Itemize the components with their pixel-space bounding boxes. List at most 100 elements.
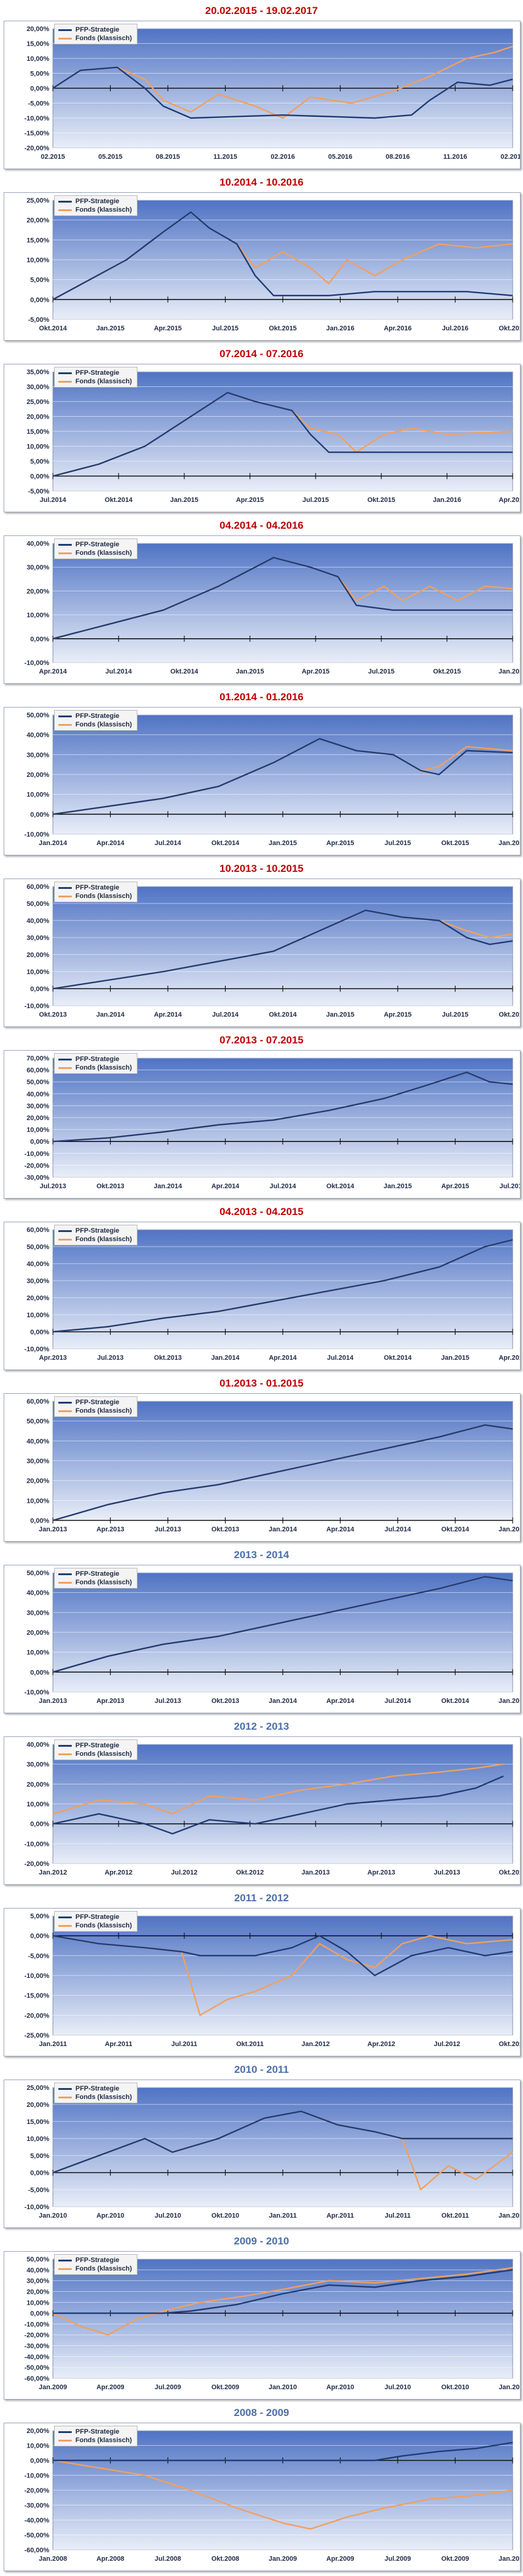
x-tick-label: 05.2015 <box>99 153 123 161</box>
x-tick-label: Jan.2014 <box>154 1183 182 1190</box>
y-tick-label: 10,00% <box>27 1127 50 1134</box>
series-line-fonds-klassisch <box>52 1763 504 1815</box>
y-tick-label: -10,00% <box>24 660 49 667</box>
x-tick-label: Jan.2014 <box>96 1011 125 1018</box>
chart-legend: PFP-Strategie Fonds (klassisch) <box>54 24 137 44</box>
x-tick-label: Jan.2014 <box>269 1526 297 1533</box>
legend-label: PFP-Strategie <box>75 1742 120 1749</box>
chart-panel: 10.2013 - 10.2015 60,00% 50,00% 40,00% 30,00… <box>0 860 523 1032</box>
x-tick-label: Okt.2013 <box>154 1354 182 1362</box>
y-tick-label: 10,00% <box>27 1312 50 1319</box>
legend-item: PFP-Strategie <box>58 540 132 549</box>
x-tick-label: Apr.2015 <box>499 1354 520 1362</box>
y-tick-label: 10,00% <box>27 2136 50 2143</box>
x-tick-label: Jul.2015 <box>442 1011 468 1018</box>
legend-label: Fonds (klassisch) <box>75 1236 132 1243</box>
x-tick-label: Jan.2015 <box>170 496 198 504</box>
y-tick-label: -25,00% <box>24 2032 49 2039</box>
x-tick-label: Jan.2016 <box>499 668 520 675</box>
chart-legend: PFP-Strategie Fonds (klassisch) <box>54 2083 137 2103</box>
y-tick-label: -60,00% <box>24 2547 49 2554</box>
x-tick-label: Jul.2015 <box>212 325 238 332</box>
legend-label: Fonds (klassisch) <box>75 2265 132 2272</box>
x-tick-label: Apr.2014 <box>327 1697 355 1705</box>
x-tick-label: Okt.2014 <box>384 1354 412 1362</box>
legend-label: PFP-Strategie <box>75 1399 120 1406</box>
chart-panel: 01.2013 - 01.2015 60,00% 50,00% 40,00% 30,00… <box>0 1375 523 1547</box>
y-tick-label: -10,00% <box>24 1689 49 1696</box>
line-chart: 60,00% 50,00% 40,00% 30,00% 20,00% 10,00% 0,00… <box>27 1398 520 1533</box>
y-tick-label: 15,00% <box>27 428 50 436</box>
chart-frame: 60,00% 50,00% 40,00% 30,00% 20,00% 10,00% 0,00… <box>4 879 521 1027</box>
x-tick-label: Jan.2015 <box>384 1183 412 1190</box>
chart-frame: 50,00% 40,00% 30,00% 20,00% 10,00% 0,00% -10,0… <box>4 707 521 855</box>
x-tick-label: Okt.2014 <box>269 1011 297 1018</box>
legend-item: Fonds (klassisch) <box>58 1235 132 1244</box>
legend-label: Fonds (klassisch) <box>75 549 132 557</box>
x-tick-label: Jul.2014 <box>384 1697 411 1705</box>
y-tick-label: -10,00% <box>24 115 49 122</box>
legend-swatch <box>58 895 72 897</box>
y-tick-label: 20,00% <box>27 2428 50 2435</box>
y-tick-label: 20,00% <box>27 414 50 421</box>
y-tick-label: 20,00% <box>27 952 50 959</box>
y-tick-label: 10,00% <box>27 792 50 799</box>
y-tick-label: 0,00% <box>30 636 49 643</box>
chart-panel: 10.2014 - 10.2016 25,00% 20,00% 15,00% 10,00… <box>0 174 523 346</box>
y-tick-label: 10,00% <box>27 2299 50 2306</box>
y-tick-label: -10,00% <box>24 1003 49 1010</box>
x-tick-label: Apr.2015 <box>384 1011 412 1018</box>
chart-legend: PFP-Strategie Fonds (klassisch) <box>54 2254 137 2275</box>
x-tick-label: Jan.2012 <box>302 2041 330 2048</box>
chart-panel: 04.2014 - 04.2016 40,00% 30,00% 20,00% 10,00… <box>0 517 523 689</box>
x-tick-label: Okt.2012 <box>499 2041 520 2048</box>
legend-item: Fonds (klassisch) <box>58 34 132 43</box>
legend-label: PFP-Strategie <box>75 369 120 377</box>
legend-item: PFP-Strategie <box>58 2256 132 2264</box>
x-tick-label: Okt.2013 <box>499 1869 520 1876</box>
chart-title: 01.2014 - 01.2016 <box>219 691 303 703</box>
y-tick-label: 40,00% <box>27 540 50 548</box>
y-tick-label: 10,00% <box>27 1649 50 1657</box>
y-tick-label: 30,00% <box>27 1761 50 1769</box>
legend-item: PFP-Strategie <box>58 2428 132 2436</box>
y-tick-label: -20,00% <box>24 2012 49 2019</box>
legend-swatch <box>58 723 72 726</box>
x-tick-label: Jul.2015 <box>499 1183 520 1190</box>
y-tick-label: -10,00% <box>24 1150 49 1158</box>
legend-swatch <box>58 715 72 717</box>
x-tick-label: Okt.2013 <box>39 1011 67 1018</box>
y-tick-label: 30,00% <box>27 384 50 391</box>
chart-legend: PFP-Strategie Fonds (klassisch) <box>54 538 137 559</box>
legend-swatch <box>58 2439 72 2442</box>
legend-label: Fonds (klassisch) <box>75 2437 132 2444</box>
chart-frame: 40,00% 30,00% 20,00% 10,00% 0,00% -10,00% Apr.… <box>4 535 521 684</box>
y-tick-label: -5,00% <box>28 1952 49 1960</box>
x-tick-label: Apr.2010 <box>327 2384 355 2391</box>
y-tick-label: 50,00% <box>27 1570 50 1577</box>
x-tick-label: Okt.2016 <box>499 325 520 332</box>
legend-item: PFP-Strategie <box>58 26 132 34</box>
x-tick-label: Jan.2015 <box>96 325 124 332</box>
chart-legend: PFP-Strategie Fonds (klassisch) <box>54 195 137 216</box>
legend-label: Fonds (klassisch) <box>75 893 132 900</box>
chart-legend: PFP-Strategie Fonds (klassisch) <box>54 710 137 731</box>
x-tick-label: Jul.2010 <box>154 2212 181 2219</box>
y-tick-label: 20,00% <box>27 1478 50 1485</box>
x-tick-label: Jan.2015 <box>499 1697 520 1705</box>
legend-swatch <box>58 2087 72 2090</box>
y-tick-label: 40,00% <box>27 1261 50 1268</box>
legend-item: PFP-Strategie <box>58 369 132 377</box>
x-tick-label: Jul.2013 <box>154 1697 181 1705</box>
legend-item: Fonds (klassisch) <box>58 549 132 557</box>
x-tick-label: Jan.2009 <box>269 2555 297 2563</box>
series-line-pfp-strategie <box>53 2442 513 2462</box>
line-chart: 25,00% 20,00% 15,00% 10,00% 5,00% 0,00% -5,00%… <box>24 2084 520 2219</box>
y-tick-label: -5,00% <box>28 488 49 495</box>
chart-frame: 25,00% 20,00% 15,00% 10,00% 5,00% 0,00% -5,00%… <box>4 2080 521 2228</box>
chart-panel: 07.2014 - 07.2016 35,00% 30,00% 25,00% 20,00… <box>0 346 523 517</box>
y-tick-label: 0,00% <box>30 473 49 481</box>
series-line-pfp-strategie <box>52 211 513 301</box>
y-tick-label: 25,00% <box>27 2084 50 2092</box>
x-tick-label: Apr.2013 <box>39 1354 67 1362</box>
